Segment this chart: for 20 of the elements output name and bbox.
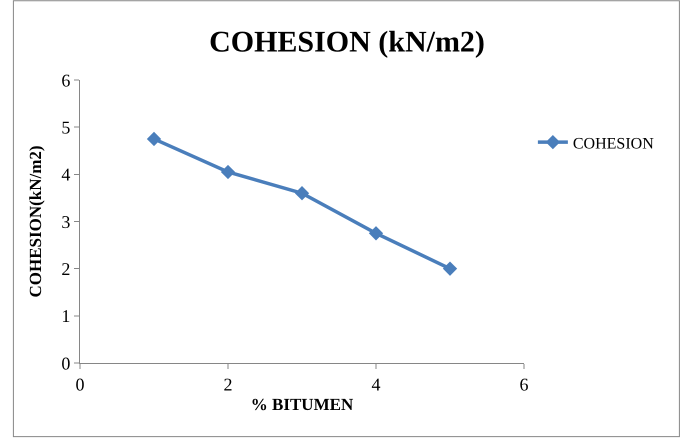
y-tick-label: 6 <box>61 70 70 90</box>
point <box>294 186 310 200</box>
y-tick-label: 0 <box>61 353 70 374</box>
y-tick-label: 3 <box>61 212 70 232</box>
y-axis-title: COHESION(kN/m2) <box>26 145 45 298</box>
y-tick-label: 4 <box>61 164 70 185</box>
y-tick-label: 2 <box>61 258 70 279</box>
y-tick-label: 5 <box>61 117 70 138</box>
point <box>442 262 458 276</box>
point <box>146 132 162 146</box>
x-tick-label: 2 <box>224 374 232 395</box>
point <box>220 164 236 180</box>
x-tick-label: 4 <box>372 374 380 395</box>
x-axis-title: % BITUMEN <box>250 395 354 414</box>
point <box>368 226 384 240</box>
x-tick-label: 0 <box>76 374 84 395</box>
x-tick-label: 6 <box>520 374 528 395</box>
y-tick-label: 1 <box>61 306 70 326</box>
legend-label: COHESION <box>572 135 654 152</box>
chart-title: COHESION (kN/m2) <box>209 26 485 59</box>
